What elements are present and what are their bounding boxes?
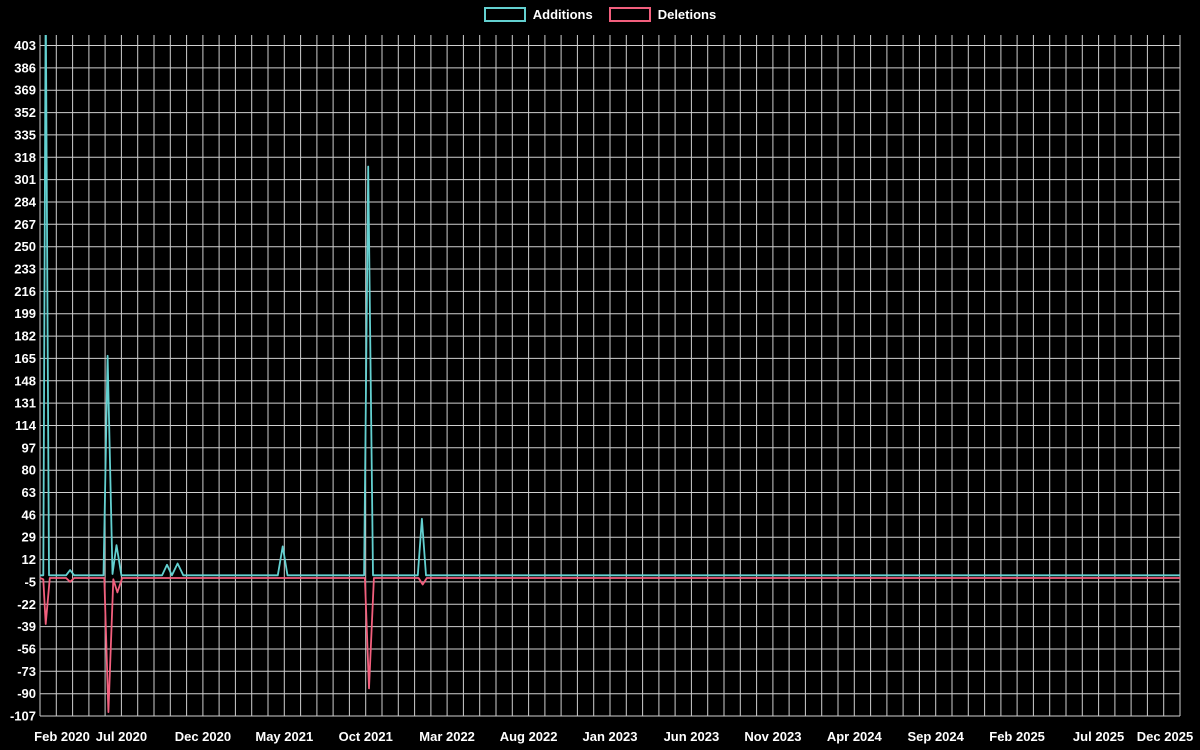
x-tick-label: Apr 2024: [827, 729, 883, 744]
y-tick-label: 403: [14, 38, 36, 53]
y-tick-label: -39: [17, 619, 36, 634]
y-tick-label: 369: [14, 83, 36, 98]
y-tick-label: 97: [22, 440, 36, 455]
x-tick-label: Dec 2025: [1137, 729, 1193, 744]
y-tick-label: 352: [14, 105, 36, 120]
x-tick-label: Mar 2022: [419, 729, 475, 744]
y-tick-label: 301: [14, 172, 36, 187]
x-tick-label: Jul 2020: [96, 729, 147, 744]
y-tick-label: 216: [14, 284, 36, 299]
y-tick-label: -90: [17, 686, 36, 701]
y-tick-label: 131: [14, 396, 36, 411]
y-tick-label: 12: [22, 552, 36, 567]
grid-lines: [39, 35, 1181, 717]
y-tick-label: 46: [22, 507, 36, 522]
y-tick-label: 114: [15, 418, 37, 433]
y-tick-label: 267: [14, 217, 36, 232]
y-tick-label: 335: [14, 127, 36, 142]
x-tick-label: Sep 2024: [908, 729, 965, 744]
series-line-additions: [40, 35, 1180, 577]
y-tick-label: -22: [17, 597, 36, 612]
y-tick-label: -107: [10, 709, 36, 724]
x-tick-label: Feb 2020: [34, 729, 90, 744]
y-tick-label: 284: [14, 195, 36, 210]
y-axis-labels: 403 386 369 352 335 318 301 284 267 250 233 216 199 1…: [10, 38, 37, 724]
x-tick-label: Feb 2025: [989, 729, 1045, 744]
y-tick-label: 29: [22, 530, 36, 545]
y-tick-label: 233: [14, 262, 36, 277]
y-tick-label: 199: [14, 306, 36, 321]
y-tick-label: 80: [22, 463, 36, 478]
y-tick-label: 63: [22, 485, 36, 500]
x-tick-label: Aug 2022: [500, 729, 558, 744]
y-tick-label: -56: [17, 642, 36, 657]
y-tick-label: 182: [14, 329, 36, 344]
y-tick-label: 165: [14, 351, 36, 366]
x-tick-label: Nov 2023: [744, 729, 801, 744]
x-tick-label: Oct 2021: [339, 729, 393, 744]
y-tick-label: 148: [14, 373, 36, 388]
y-tick-label: 386: [14, 60, 36, 75]
x-tick-label: Jul 2025: [1073, 729, 1124, 744]
x-tick-label: Jun 2023: [664, 729, 720, 744]
x-tick-label: Dec 2020: [175, 729, 231, 744]
x-tick-label: May 2021: [255, 729, 313, 744]
y-tick-label: 250: [14, 239, 36, 254]
x-tick-label: Jan 2023: [583, 729, 638, 744]
y-tick-label: -73: [17, 664, 36, 679]
y-tick-label: 318: [14, 150, 36, 165]
x-axis-labels: Feb 2020 Jul 2020 Dec 2020 May 2021 Oct 2021…: [34, 729, 1193, 744]
y-tick-label: -5: [24, 574, 36, 589]
series-line-deletions: [39, 577, 1180, 713]
